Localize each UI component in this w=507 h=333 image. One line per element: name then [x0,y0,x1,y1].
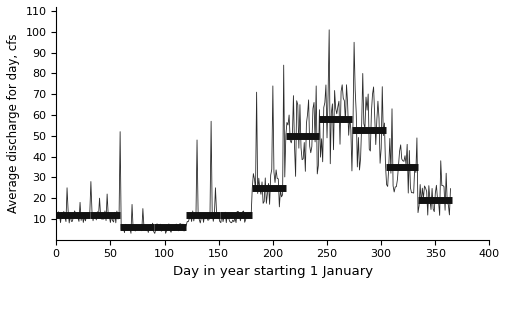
Y-axis label: Average discharge for day, cfs: Average discharge for day, cfs [7,34,20,213]
X-axis label: Day in year starting 1 January: Day in year starting 1 January [173,265,373,278]
Legend: Daily, Monthly: Daily, Monthly [180,332,366,333]
